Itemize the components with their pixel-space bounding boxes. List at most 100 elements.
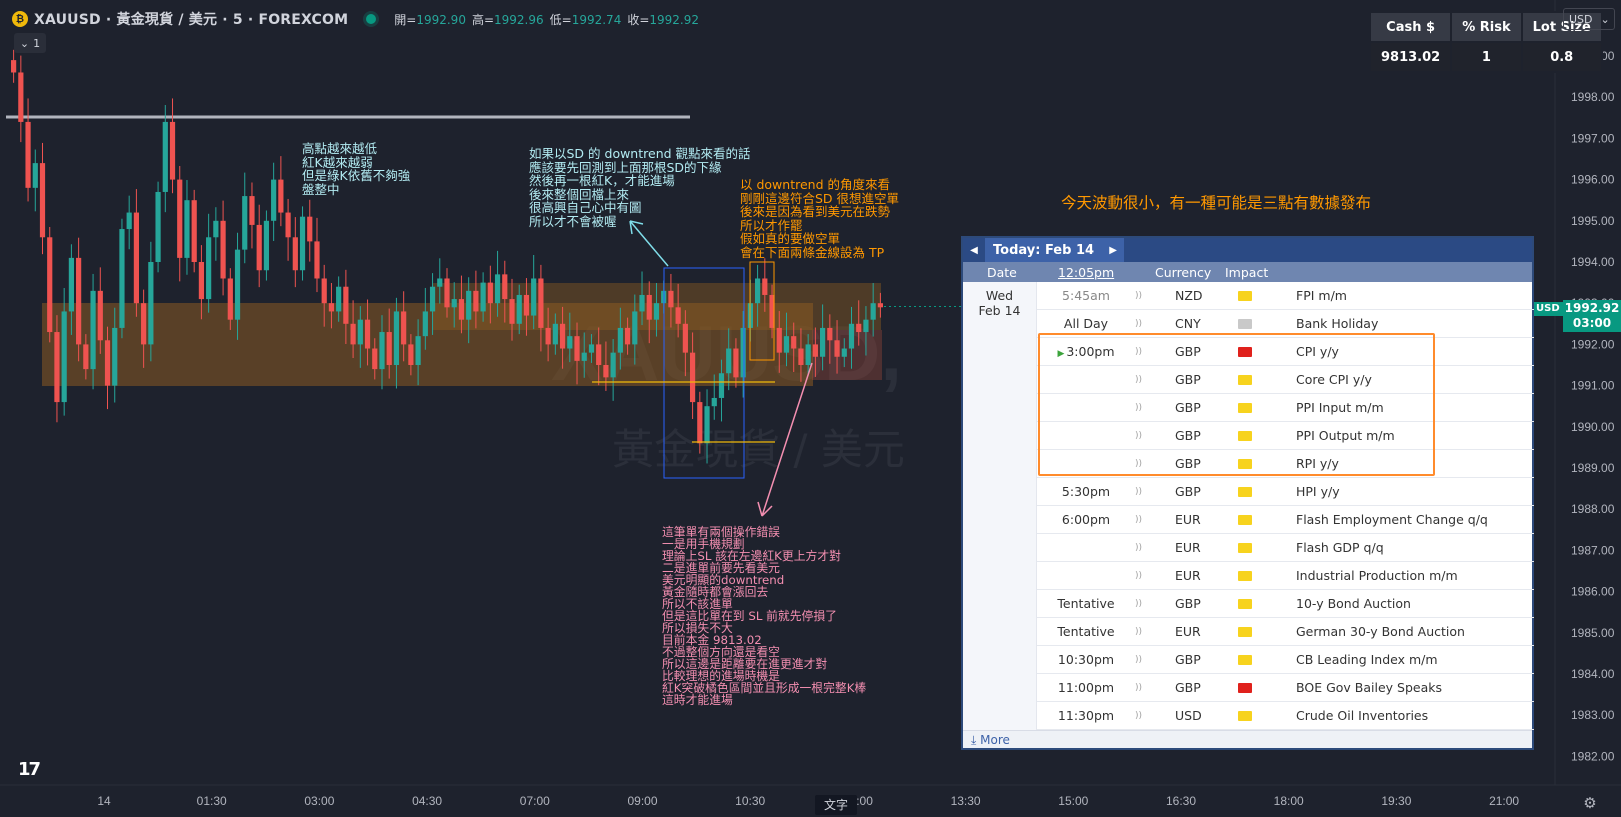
speaker-icon[interactable]: )) (1135, 374, 1143, 385)
note-trade-review[interactable]: 這筆單有兩個操作錯誤 一是用手機規劃 理論上SL 該在左邊紅K更上方才對 二是進… (662, 525, 867, 707)
note-short-idea[interactable]: 以 downtrend 的角度來看 剛剛這邊符合SD 很想進空單 後來是因為看到… (740, 177, 900, 260)
candle-body (112, 327, 118, 386)
event-name[interactable]: 10-y Bond Auction (1296, 596, 1411, 611)
event-name[interactable]: Bank Holiday (1296, 316, 1379, 331)
calendar-row[interactable]: Tentative)) EUR German 30-y Bond Auction (1037, 618, 1534, 646)
symbol-title[interactable]: XAUUSD · 黃金現貨 / 美元 · 5 · FOREXCOM (34, 12, 349, 28)
lot-size-value: 0.8 (1520, 41, 1603, 73)
price-tick: 1992.00 (1571, 337, 1615, 351)
calendar-row[interactable]: 11:30pm)) USD Crude Oil Inventories (1037, 702, 1534, 730)
event-name[interactable]: Crude Oil Inventories (1296, 708, 1429, 723)
col-currency: Currency (1155, 264, 1212, 280)
speaker-icon[interactable]: )) (1135, 654, 1143, 665)
calendar-row[interactable]: 5:30pm)) GBP HPI y/y (1037, 478, 1534, 506)
event-name[interactable]: Industrial Production m/m (1296, 568, 1458, 583)
event-time: 6:00pm (1061, 512, 1111, 527)
speaker-icon[interactable]: )) (1135, 458, 1143, 469)
tradingview-logo[interactable]: 17 (18, 759, 41, 780)
price-tick: 1982.00 (1571, 749, 1615, 763)
candle-body (90, 290, 96, 370)
candle-body (18, 72, 24, 122)
event-name[interactable]: PPI Output m/m (1296, 428, 1395, 443)
speaker-icon[interactable]: )) (1135, 486, 1143, 497)
speaker-icon[interactable]: )) (1135, 318, 1143, 329)
event-name[interactable]: Core CPI y/y (1296, 372, 1372, 387)
drawing-blue-rectangle[interactable] (663, 267, 745, 479)
candle-body (141, 303, 147, 345)
price-scale-panel[interactable] (1555, 0, 1621, 785)
note-sd-downtrend[interactable]: 如果以SD 的 downtrend 觀點來看的話 應該要先回測到上面那根SD的下… (529, 146, 751, 229)
calendar-row[interactable]: )) EUR Industrial Production m/m (1037, 562, 1534, 590)
time-tick: 21:00 (1489, 794, 1519, 808)
event-name[interactable]: HPI y/y (1296, 484, 1340, 499)
calendar-row[interactable]: All Day)) CNY Bank Holiday (1037, 310, 1534, 338)
calendar-title: Today: Feb 14 (985, 238, 1103, 262)
speaker-icon[interactable]: )) (1135, 290, 1143, 301)
event-name[interactable]: FPI m/m (1296, 288, 1347, 303)
candle-body (603, 365, 609, 378)
lot-size-header: Lot Size (1520, 11, 1603, 43)
calendar-row[interactable]: 10:30pm)) GBP CB Leading Index m/m (1037, 646, 1534, 674)
calendar-row[interactable]: )) GBP RPI y/y (1037, 450, 1534, 478)
price-tick: 1996.00 (1571, 173, 1615, 187)
cash-value: 9813.02 (1368, 41, 1453, 73)
event-name[interactable]: German 30-y Bond Auction (1296, 624, 1465, 639)
speaker-icon[interactable]: )) (1135, 514, 1143, 525)
event-name[interactable]: CPI y/y (1296, 344, 1339, 359)
event-name[interactable]: BOE Gov Bailey Speaks (1296, 680, 1442, 695)
calendar-row[interactable]: )) GBP PPI Input m/m (1037, 394, 1534, 422)
event-name[interactable]: CB Leading Index m/m (1296, 652, 1438, 667)
calendar-row[interactable]: Tentative)) GBP 10-y Bond Auction (1037, 590, 1534, 618)
calendar-row[interactable]: )) EUR Flash GDP q/q (1037, 534, 1534, 562)
speaker-icon[interactable]: )) (1135, 346, 1143, 357)
event-name[interactable]: Flash Employment Change q/q (1296, 512, 1488, 527)
calendar-row[interactable]: )) GBP Core CPI y/y (1037, 366, 1534, 394)
speaker-icon[interactable]: )) (1135, 542, 1143, 553)
event-name[interactable]: PPI Input m/m (1296, 400, 1384, 415)
speaker-icon[interactable]: )) (1135, 598, 1143, 609)
candle-body (278, 179, 284, 213)
risk-value: 1 (1450, 41, 1523, 73)
note-volatility[interactable]: 今天波動很小，有一種可能是三點有數據發布 (1061, 194, 1372, 212)
gold-coin-icon: ₿ (12, 11, 28, 27)
impact-folder-icon (1238, 710, 1252, 721)
candle-body (393, 311, 400, 365)
more-link[interactable]: ⤓ More (963, 730, 1532, 748)
speaker-icon[interactable]: )) (1135, 682, 1143, 693)
calendar-row[interactable]: )) GBP PPI Output m/m (1037, 422, 1534, 450)
arrow-pink[interactable] (757, 362, 813, 517)
indicators-collapse-button[interactable]: ⌄ 1 (14, 33, 46, 53)
candle-body (466, 290, 472, 320)
candle-body (791, 336, 797, 349)
candle-body (458, 299, 465, 320)
time-tick: 07:00 (520, 794, 550, 808)
currency-button[interactable]: USD ⌄ (1563, 8, 1615, 30)
candle-body (401, 311, 407, 345)
speaker-icon[interactable]: )) (1135, 626, 1143, 637)
calendar-row[interactable]: 11:00pm)) GBP BOE Gov Bailey Speaks (1037, 674, 1534, 702)
calendar-row[interactable]: 5:45am)) NZD FPI m/m (1037, 282, 1534, 310)
candle-body (697, 402, 703, 444)
calendar-row[interactable]: ▶ 3:00pm)) GBP CPI y/y (1037, 338, 1534, 366)
event-name[interactable]: Flash GDP q/q (1296, 540, 1384, 555)
calendar-row[interactable]: 6:00pm)) EUR Flash Employment Change q/q (1037, 506, 1534, 534)
note-range[interactable]: 高點越來越低 紅K越來越弱 但是綠K依舊不夠強 盤整中 (302, 141, 411, 197)
candle-body (834, 340, 840, 357)
col-time[interactable]: 12:05pm (1058, 264, 1115, 280)
candle-body (148, 262, 154, 345)
event-name[interactable]: RPI y/y (1296, 456, 1339, 471)
time-tick: 16:30 (1166, 794, 1196, 808)
cash-header: Cash $ (1368, 11, 1453, 43)
candle-body (386, 332, 392, 365)
arrow-cyan[interactable] (629, 220, 669, 267)
speaker-icon[interactable]: )) (1135, 570, 1143, 581)
speaker-icon[interactable]: )) (1135, 710, 1143, 721)
next-day-icon[interactable]: ▶ (1102, 238, 1125, 262)
drawing-orange-rectangle[interactable] (749, 261, 775, 361)
candle-body (234, 249, 241, 320)
speaker-icon[interactable]: )) (1135, 430, 1143, 441)
prev-day-icon[interactable]: ◀ (970, 244, 978, 256)
speaker-icon[interactable]: )) (1135, 402, 1143, 413)
close-label: 收= (627, 12, 650, 27)
gear-icon[interactable]: ⚙ (1583, 794, 1597, 812)
